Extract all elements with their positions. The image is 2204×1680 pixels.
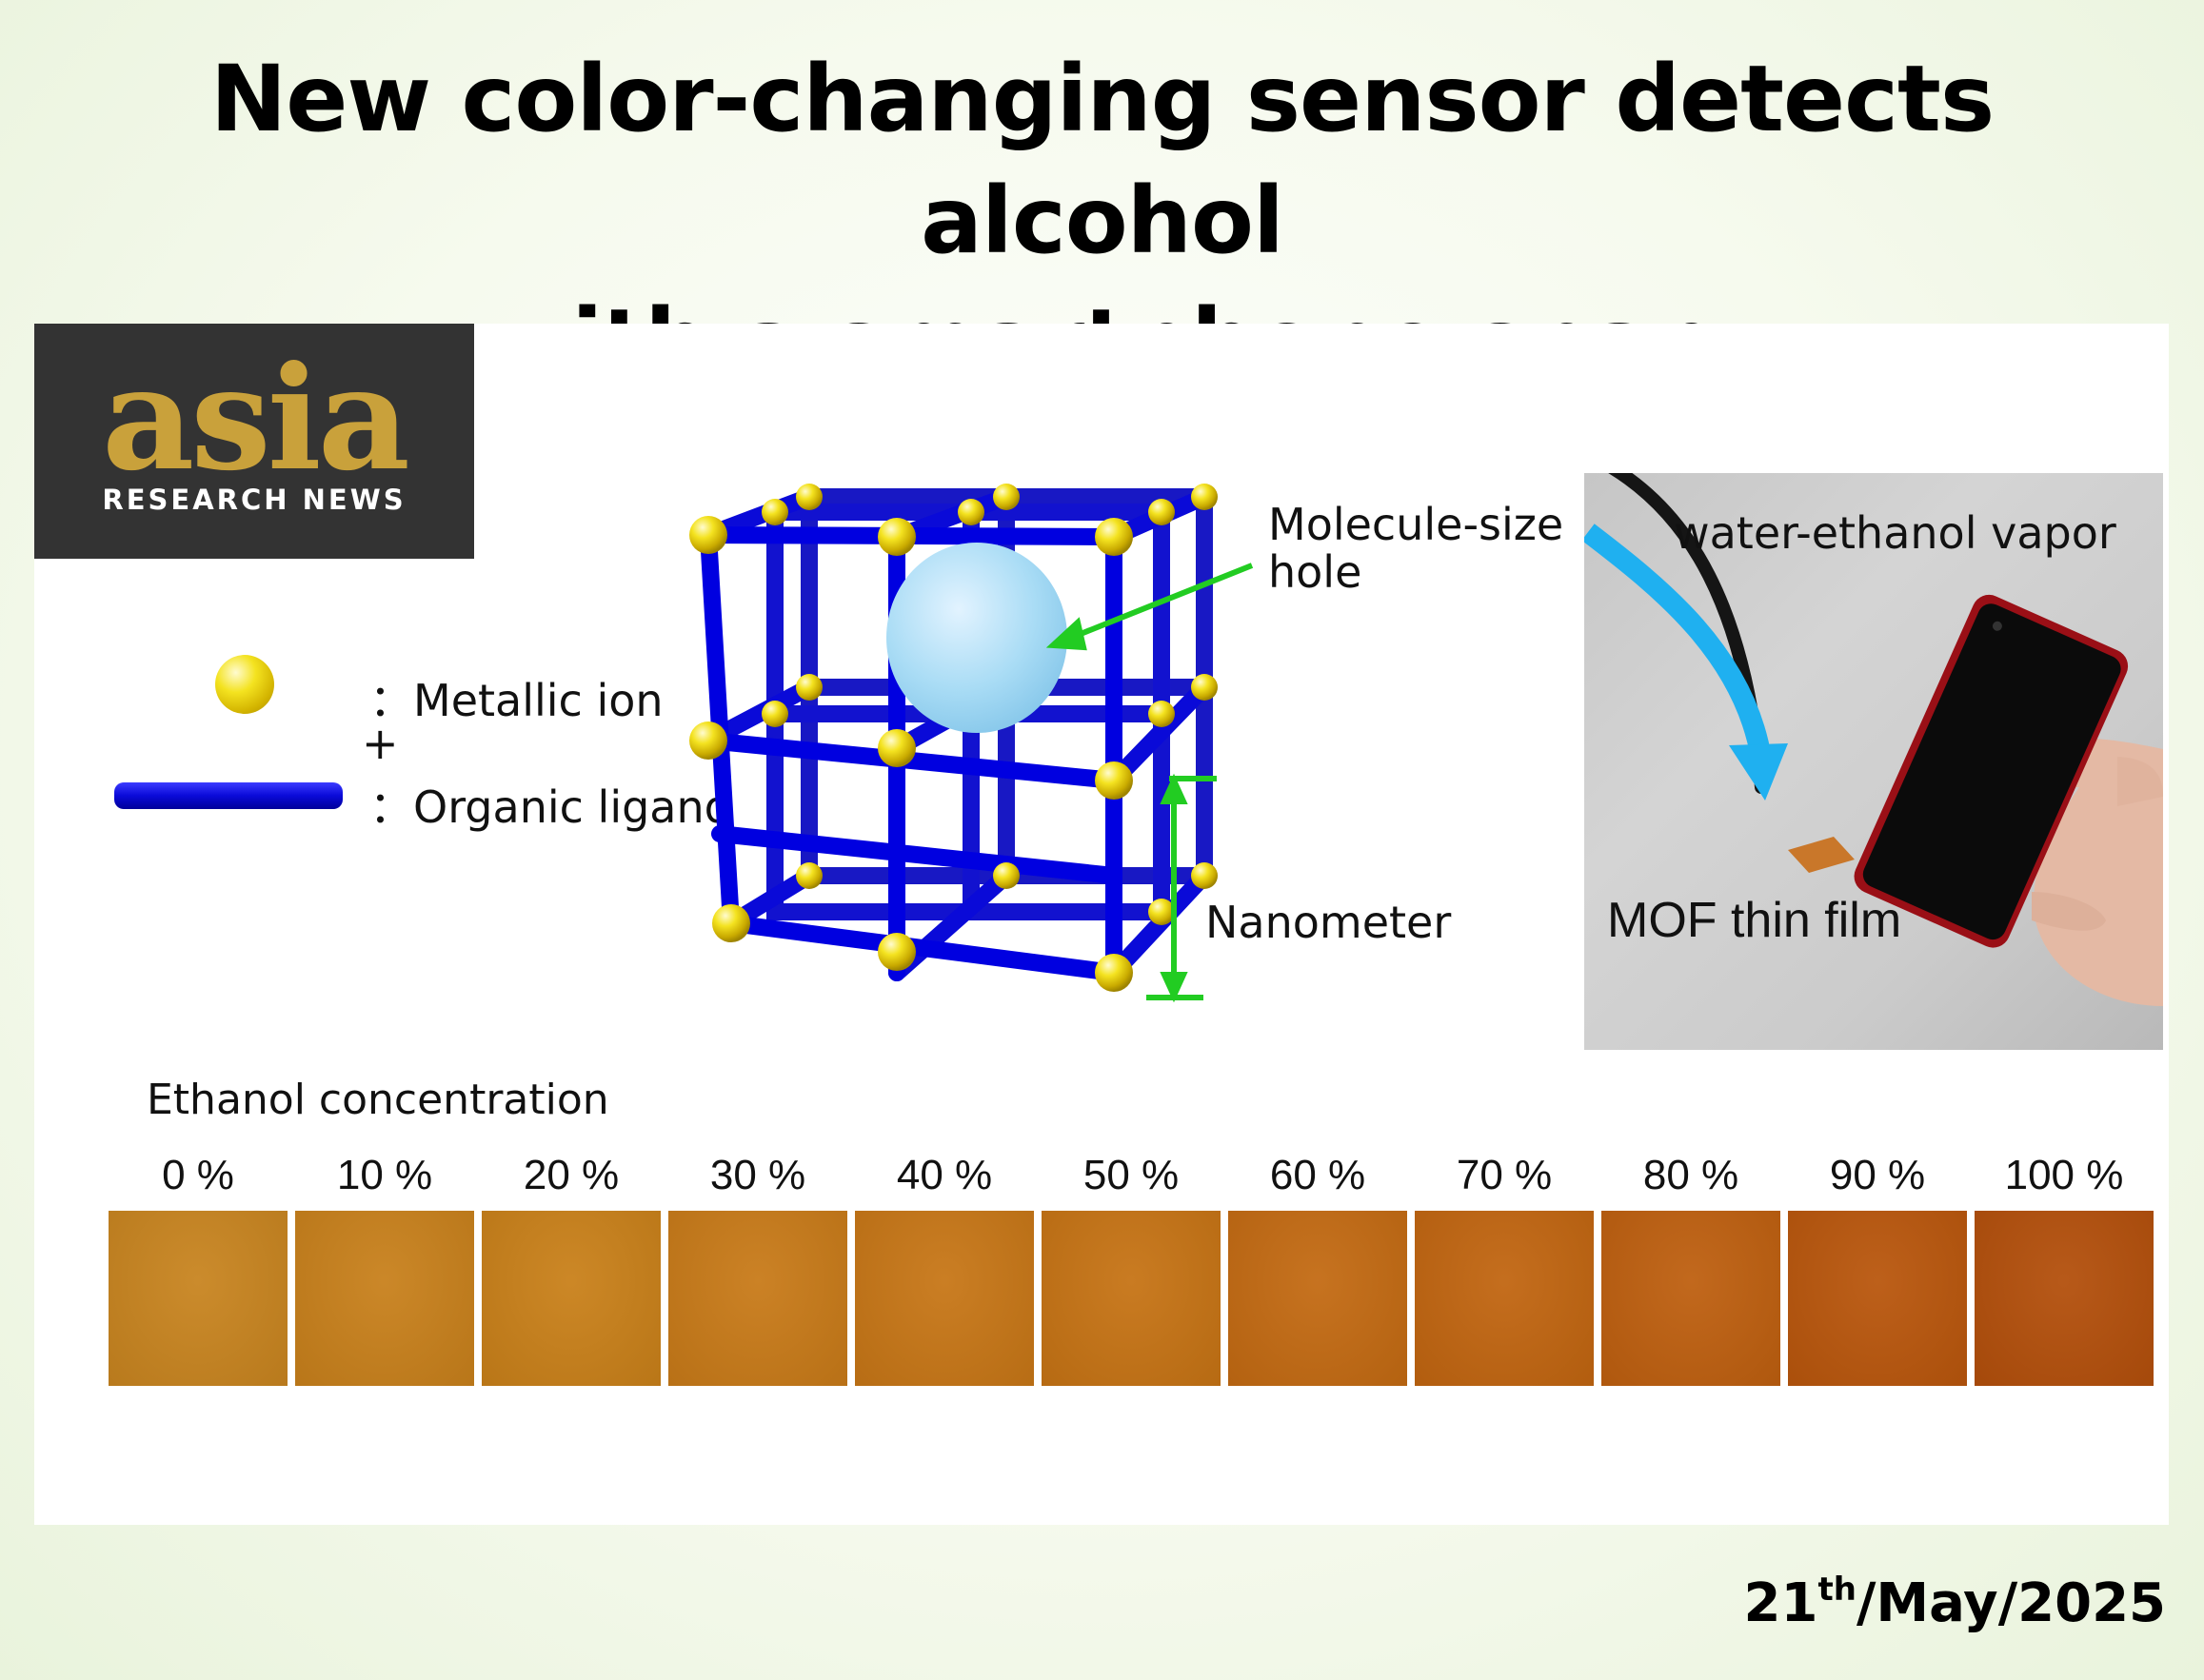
legend-plus-sign: + — [362, 718, 399, 769]
organic-ligand-rod-icon — [114, 782, 343, 809]
metallic-ion-sphere-icon — [215, 655, 274, 714]
color-swatch — [668, 1211, 847, 1386]
legend-metallic-ion-label: ：Metallic ion — [369, 675, 664, 726]
color-swatch — [1601, 1211, 1780, 1386]
concentration-label: 40 % — [896, 1152, 993, 1198]
logo-subtitle: RESEARCH NEWS — [102, 484, 407, 516]
color-swatch — [295, 1211, 474, 1386]
date-day: 21 — [1743, 1572, 1818, 1634]
concentration-label: 100 % — [2004, 1152, 2124, 1198]
concentration-label: 10 % — [336, 1152, 433, 1198]
concentration-label: 80 % — [1642, 1152, 1739, 1198]
molecule-size-hole-sphere — [886, 543, 1067, 733]
concentration-label: 60 % — [1269, 1152, 1366, 1198]
photo-scene — [1584, 473, 2163, 1006]
concentration-label: 90 % — [1829, 1152, 1926, 1198]
mof-film-sample — [1788, 837, 1855, 873]
nanometer-label: Nanometer — [1205, 897, 1452, 948]
smartphone — [1854, 594, 2129, 948]
date-rest: /May/2025 — [1856, 1572, 2166, 1634]
mof-thin-film-label: MOF thin film — [1607, 893, 1902, 948]
legend-organic-ligand-label: ：Organic ligand — [369, 781, 732, 833]
title-line-1: New color-changing sensor detects alcoho… — [209, 46, 1995, 274]
color-swatch — [855, 1211, 1034, 1386]
concentration-label: 20 % — [523, 1152, 620, 1198]
concentration-label: 30 % — [709, 1152, 806, 1198]
color-swatch — [1415, 1211, 1594, 1386]
concentration-label: 70 % — [1456, 1152, 1553, 1198]
smartphone-measurement-photo: water-ethanol vapor MOF thin film — [1584, 473, 2163, 1050]
water-ethanol-vapor-label: water-ethanol vapor — [1674, 507, 2116, 559]
color-swatch — [109, 1211, 288, 1386]
color-swatch — [482, 1211, 661, 1386]
publication-date: 21th/May/2025 — [1744, 1571, 2166, 1634]
molecule-size-hole-label: Molecule-size hole — [1268, 499, 1564, 598]
date-ordinal-suffix: th — [1817, 1571, 1857, 1609]
mof-framework-diagram — [689, 484, 1254, 1003]
color-swatch — [1788, 1211, 1967, 1386]
concentration-label: 50 % — [1082, 1152, 1180, 1198]
logo-wordmark: asia — [102, 335, 410, 503]
color-swatch — [1975, 1211, 2154, 1386]
ethanol-concentration-heading: Ethanol concentration — [147, 1076, 609, 1124]
concentration-label: 0 % — [162, 1152, 234, 1198]
asia-research-news-logo: asia RESEARCH NEWS — [34, 324, 474, 559]
color-swatch — [1228, 1211, 1407, 1386]
color-swatch — [1042, 1211, 1221, 1386]
vapor-arrow-icon — [1729, 743, 1788, 800]
